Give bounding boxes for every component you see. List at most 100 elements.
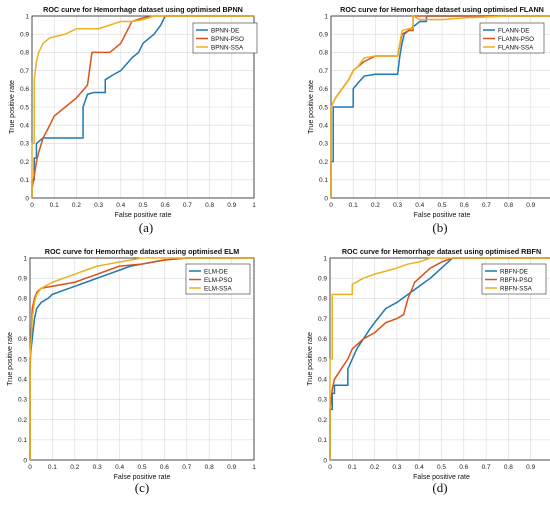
x-tick-label: 0 xyxy=(328,464,332,471)
x-tick-label: 0.8 xyxy=(504,202,513,209)
y-tick-label: 0.3 xyxy=(318,397,327,404)
y-tick-label: 0.5 xyxy=(18,356,27,363)
y-tick-label: 0.7 xyxy=(319,68,328,75)
x-axis-label: False positive rate xyxy=(414,212,471,219)
panel-caption: (b) xyxy=(432,220,447,235)
x-tick-label: 0.2 xyxy=(70,464,79,471)
x-tick-label: 0.6 xyxy=(160,464,169,471)
x-tick-label: 0.9 xyxy=(227,202,236,209)
x-tick-label: 0 xyxy=(28,464,32,471)
y-tick-label: 1 xyxy=(23,255,27,262)
x-tick-label: 0.3 xyxy=(393,202,402,209)
x-tick-label: 0.4 xyxy=(415,202,424,209)
chart-title: ROC curve for Hemorrhage dataset using o… xyxy=(45,247,240,256)
x-tick-label: 0.5 xyxy=(138,202,147,209)
chart-title: ROC curve for Hemorrhage dataset using o… xyxy=(342,247,541,256)
legend-label: BPNN-SSA xyxy=(211,44,244,51)
x-tick-label: 0.2 xyxy=(371,202,380,209)
y-tick-label: 1 xyxy=(323,255,327,262)
panel-caption: (c) xyxy=(135,480,149,495)
x-tick-label: 0.1 xyxy=(48,464,57,471)
y-tick-label: 1 xyxy=(25,13,29,20)
y-tick-label: 0.2 xyxy=(319,159,328,166)
chart-panel-2: 00 0.1 0.1 0.2 0.2 0.3 0.3 0.4 0.4 0.5 0.5 0.6 0.6 0.… xyxy=(308,5,550,235)
y-tick-label: 0.2 xyxy=(18,417,27,424)
legend-label: ELM-PSO xyxy=(204,277,232,284)
x-tick-label: 0.2 xyxy=(72,202,81,209)
legend-label: RBFN-SSA xyxy=(500,285,533,292)
y-tick-label: 0.4 xyxy=(319,123,328,130)
y-tick-label: 0.7 xyxy=(20,68,29,75)
x-tick-label: 0.7 xyxy=(482,202,491,209)
y-tick-label: 0.1 xyxy=(18,437,27,444)
series-line-elm-pso xyxy=(29,257,254,460)
legend-label: FLANN-SSA xyxy=(498,44,534,51)
x-tick-label: 0.8 xyxy=(205,202,214,209)
x-tick-label: 0.5 xyxy=(137,464,146,471)
chart-title: ROC curve for Hemorrhage dataset using o… xyxy=(340,5,544,14)
y-tick-label: 0.8 xyxy=(18,296,27,303)
y-tick-label: 0 xyxy=(23,457,27,464)
legend-label: BPNN-PSO xyxy=(211,36,244,43)
x-tick-label: 0.9 xyxy=(526,464,535,471)
y-tick-label: 0.3 xyxy=(20,141,29,148)
y-tick-label: 0.3 xyxy=(18,397,27,404)
y-tick-label: 0.8 xyxy=(20,50,29,57)
y-tick-label: 0 xyxy=(324,195,328,202)
y-tick-label: 1 xyxy=(324,13,328,20)
y-axis-label: True positive rate xyxy=(9,80,16,134)
legend-label: ELM-SSA xyxy=(204,285,232,292)
y-tick-label: 0.1 xyxy=(20,177,29,184)
y-tick-label: 0.4 xyxy=(20,123,29,130)
x-tick-label: 0.4 xyxy=(115,464,124,471)
y-tick-label: 0 xyxy=(25,195,29,202)
x-tick-label: 0.1 xyxy=(348,464,357,471)
chart-title: ROC curve for Hemorrhage dataset using o… xyxy=(43,5,243,14)
y-tick-label: 0.6 xyxy=(18,336,27,343)
y-tick-label: 0.5 xyxy=(319,104,328,111)
x-tick-label: 0.8 xyxy=(205,464,214,471)
y-tick-label: 0.6 xyxy=(20,86,29,93)
x-tick-label: 0.4 xyxy=(415,464,424,471)
x-tick-label: 0.2 xyxy=(370,464,379,471)
x-tick-label: 0.7 xyxy=(183,202,192,209)
legend-label: FLANN-PSO xyxy=(498,36,534,43)
y-tick-label: 0.1 xyxy=(318,437,327,444)
legend-label: RBFN-DE xyxy=(500,268,528,275)
chart-panel-4: 00 0.1 0.1 0.2 0.2 0.3 0.3 0.4 0.4 0.5 0.5 0.6 0.6 0.… xyxy=(307,247,550,495)
series-line-rbfn-pso xyxy=(329,257,550,460)
chart-panel-3: 00 0.1 0.1 0.2 0.2 0.3 0.3 0.4 0.4 0.5 0.5 0.6 0.6 0.… xyxy=(7,247,256,495)
y-tick-label: 0.4 xyxy=(18,377,27,384)
y-tick-label: 0.8 xyxy=(319,50,328,57)
y-tick-label: 0.9 xyxy=(318,276,327,283)
x-tick-label: 0.3 xyxy=(93,464,102,471)
x-axis-label: False positive rate xyxy=(115,212,172,219)
y-tick-label: 0.3 xyxy=(319,141,328,148)
y-tick-label: 0.4 xyxy=(318,377,327,384)
y-tick-label: 0.1 xyxy=(319,177,328,184)
y-tick-label: 0.7 xyxy=(18,316,27,323)
panel-caption: (d) xyxy=(432,480,447,495)
x-tick-label: 0.6 xyxy=(161,202,170,209)
series-line-bpnn-ssa xyxy=(31,15,254,198)
legend-label: ELM-DE xyxy=(204,268,228,275)
chart-panel-1: 00 0.1 0.1 0.2 0.2 0.3 0.3 0.4 0.4 0.5 0.5 0.6 0.6 0.… xyxy=(9,5,258,235)
y-tick-label: 0.9 xyxy=(20,32,29,39)
x-tick-label: 0.3 xyxy=(94,202,103,209)
y-tick-label: 0.9 xyxy=(18,276,27,283)
x-tick-label: 0.9 xyxy=(526,202,535,209)
series-line-flann-ssa xyxy=(330,15,550,198)
x-axis-label: False positive rate xyxy=(114,474,171,481)
x-tick-label: 0.1 xyxy=(349,202,358,209)
y-tick-label: 0.5 xyxy=(20,104,29,111)
y-tick-label: 0.2 xyxy=(318,417,327,424)
x-tick-label: 1 xyxy=(252,464,256,471)
x-tick-label: 0 xyxy=(30,202,34,209)
y-tick-label: 0.8 xyxy=(318,296,327,303)
series-line-flann-de xyxy=(330,15,550,198)
y-tick-label: 0 xyxy=(323,457,327,464)
y-axis-label: True positive rate xyxy=(308,80,315,134)
y-tick-label: 0.9 xyxy=(319,32,328,39)
series-line-rbfn-ssa xyxy=(329,257,550,460)
